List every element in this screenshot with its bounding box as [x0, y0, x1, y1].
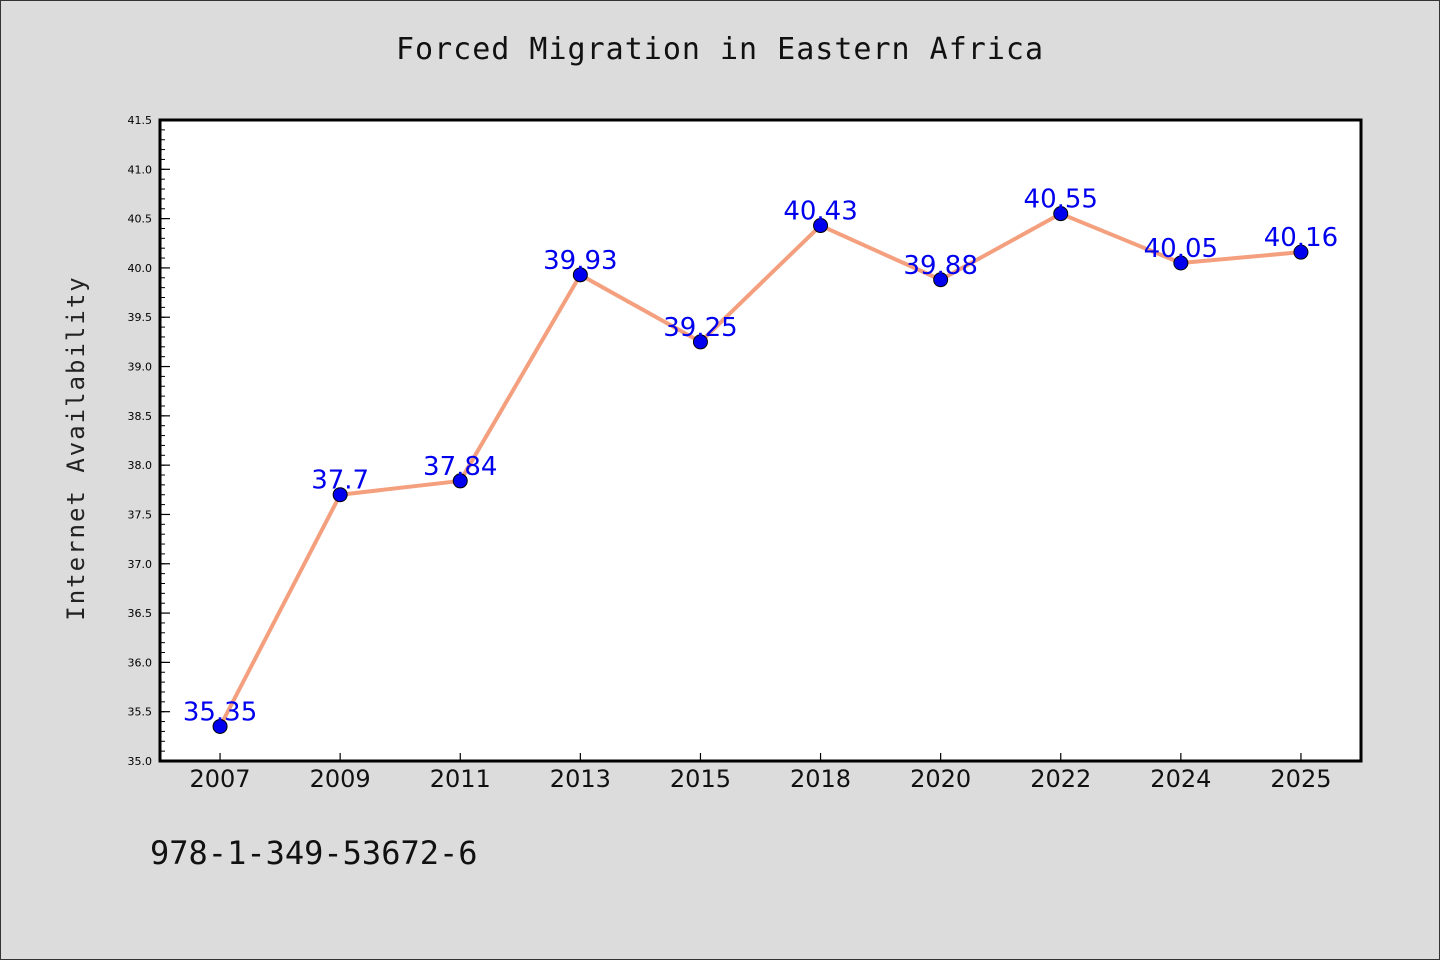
footer-code: 978-1-349-53672-6 — [150, 834, 478, 872]
data-label: 39.25 — [663, 313, 737, 343]
x-tick-label: 2025 — [1270, 765, 1331, 793]
y-tick-label: 36.5 — [128, 607, 153, 620]
y-tick-label: 39.0 — [128, 361, 153, 374]
y-tick-label: 41.5 — [128, 114, 153, 127]
x-tick-label: 2011 — [430, 765, 491, 793]
data-label: 37.7 — [311, 466, 369, 496]
x-tick-label: 2009 — [310, 765, 371, 793]
data-label: 39.93 — [543, 246, 617, 276]
data-point — [332, 487, 348, 503]
x-tick-label: 2015 — [670, 765, 731, 793]
data-label: 40.16 — [1264, 223, 1338, 253]
data-point — [813, 218, 829, 234]
x-tick-label: 2024 — [1150, 765, 1211, 793]
x-tick-label: 2013 — [550, 765, 611, 793]
data-point — [452, 473, 468, 489]
data-point — [212, 718, 228, 734]
data-point — [572, 267, 588, 283]
data-label: 35.35 — [183, 697, 257, 727]
data-point — [692, 334, 708, 350]
data-point — [933, 272, 949, 288]
y-tick-label: 36.0 — [128, 656, 153, 669]
x-tick-label: 2007 — [190, 765, 251, 793]
data-label: 40.55 — [1024, 185, 1098, 215]
data-label: 37.84 — [423, 452, 497, 482]
y-tick-label: 35.5 — [128, 706, 153, 719]
y-tick-label: 40.0 — [128, 262, 153, 275]
x-tick-label: 2020 — [910, 765, 971, 793]
y-tick-label: 35.0 — [128, 755, 153, 768]
data-label: 40.43 — [783, 197, 857, 227]
x-tick-label: 2018 — [790, 765, 851, 793]
plot-area — [158, 118, 1363, 763]
data-label: 39.88 — [903, 251, 977, 281]
y-tick-label: 41.0 — [128, 163, 153, 176]
data-point — [1053, 206, 1069, 222]
y-tick-label: 38.5 — [128, 410, 153, 423]
x-tick-label: 2022 — [1030, 765, 1091, 793]
y-tick-label: 37.5 — [128, 508, 153, 521]
data-point — [1173, 255, 1189, 271]
chart-title: Forced Migration in Eastern Africa — [395, 32, 1045, 67]
y-tick-label: 40.5 — [128, 213, 153, 226]
data-point — [1293, 244, 1309, 260]
series-line — [218, 211, 1303, 729]
y-tick-label: 39.5 — [128, 311, 153, 324]
y-tick-label: 38.0 — [128, 459, 153, 472]
data-label: 40.05 — [1144, 234, 1218, 264]
y-tick-label: 37.0 — [128, 558, 153, 571]
